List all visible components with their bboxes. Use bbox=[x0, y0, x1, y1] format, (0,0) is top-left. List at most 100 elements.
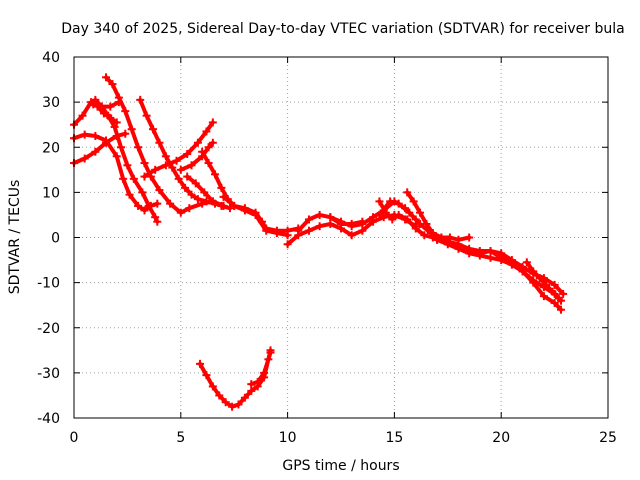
data-point bbox=[539, 292, 548, 301]
data-point bbox=[91, 131, 100, 140]
data-point bbox=[529, 276, 538, 285]
data-point bbox=[228, 402, 237, 411]
data-point bbox=[375, 197, 384, 206]
data-point bbox=[443, 240, 452, 249]
data-point bbox=[155, 138, 164, 147]
data-point bbox=[116, 143, 125, 152]
data-point bbox=[247, 386, 256, 395]
data-point bbox=[535, 274, 544, 283]
series-line bbox=[200, 149, 301, 233]
series-track-12 bbox=[219, 192, 292, 240]
data-point bbox=[240, 206, 249, 215]
series-line bbox=[198, 348, 273, 409]
data-point bbox=[112, 131, 121, 140]
data-point bbox=[358, 226, 367, 235]
data-point bbox=[121, 129, 130, 138]
data-point bbox=[153, 217, 162, 226]
data-point bbox=[161, 152, 170, 161]
data-point bbox=[379, 213, 388, 222]
data-point bbox=[454, 244, 463, 253]
y-axis-label: SDTVAR / TECUs bbox=[7, 180, 23, 295]
data-point bbox=[112, 118, 121, 127]
data-point bbox=[140, 172, 149, 181]
data-point bbox=[266, 348, 275, 357]
data-point bbox=[134, 201, 143, 210]
series-track-4 bbox=[136, 95, 228, 210]
series-track-11 bbox=[198, 147, 303, 235]
data-point bbox=[91, 147, 100, 156]
data-point bbox=[529, 267, 538, 276]
data-point bbox=[149, 125, 158, 134]
data-point bbox=[234, 400, 243, 409]
data-point bbox=[403, 188, 412, 197]
data-point bbox=[174, 174, 183, 183]
data-point bbox=[80, 130, 89, 139]
data-point bbox=[486, 253, 495, 262]
series-track-21 bbox=[196, 346, 275, 411]
y-tick-label: 20 bbox=[42, 140, 60, 156]
series-track-8 bbox=[140, 118, 217, 181]
y-tick-label: 10 bbox=[42, 185, 60, 201]
data-point bbox=[260, 368, 269, 377]
series-track-9 bbox=[176, 138, 217, 174]
data-point bbox=[518, 267, 527, 276]
chart-title: Day 340 of 2025, Sidereal Day-to-day VTE… bbox=[61, 21, 624, 37]
data-point bbox=[106, 113, 115, 122]
data-point bbox=[140, 159, 149, 168]
data-point bbox=[78, 111, 87, 120]
y-tick-label: -10 bbox=[37, 276, 60, 292]
data-point bbox=[465, 249, 474, 258]
data-point bbox=[155, 186, 164, 195]
data-point bbox=[542, 280, 551, 289]
data-point bbox=[217, 183, 226, 192]
data-point bbox=[151, 165, 160, 174]
y-tick-label: -20 bbox=[37, 321, 60, 337]
data-point bbox=[102, 138, 111, 147]
data-point bbox=[161, 161, 170, 170]
y-tick-label: 30 bbox=[42, 95, 60, 111]
series-line bbox=[524, 260, 561, 301]
data-point bbox=[225, 204, 234, 213]
data-point bbox=[294, 226, 303, 235]
data-point bbox=[422, 219, 431, 228]
series-track-7 bbox=[93, 102, 121, 127]
data-point bbox=[202, 127, 211, 136]
y-tick-label: -40 bbox=[37, 411, 60, 427]
grid-lines bbox=[74, 57, 608, 418]
data-point bbox=[140, 206, 149, 215]
data-point bbox=[326, 219, 335, 228]
x-tick-label: 5 bbox=[176, 430, 185, 446]
data-point bbox=[204, 143, 213, 152]
data-point bbox=[144, 201, 153, 210]
y-tick-label: 40 bbox=[42, 50, 60, 66]
data-point bbox=[210, 170, 219, 179]
series-track-22 bbox=[247, 348, 275, 389]
data-point bbox=[394, 210, 403, 219]
axis-ticks: 0 5 10 15 20 25 -40 -30 -20 -10 0 10 20 30 40 bbox=[37, 50, 617, 446]
data-point bbox=[403, 215, 412, 224]
data-point bbox=[405, 208, 414, 217]
data-point bbox=[283, 231, 292, 240]
data-point bbox=[198, 147, 207, 156]
data-point bbox=[185, 204, 194, 213]
data-point bbox=[151, 213, 160, 222]
data-point bbox=[557, 305, 566, 314]
data-point bbox=[550, 280, 559, 289]
data-point bbox=[112, 152, 121, 161]
data-point bbox=[187, 161, 196, 170]
data-point bbox=[202, 371, 211, 380]
data-point bbox=[272, 228, 281, 237]
x-tick-label: 20 bbox=[492, 430, 510, 446]
data-point bbox=[347, 231, 356, 240]
data-point bbox=[183, 172, 192, 181]
data-point bbox=[409, 197, 418, 206]
data-point bbox=[208, 118, 217, 127]
data-point bbox=[204, 159, 213, 168]
data-point bbox=[176, 165, 185, 174]
data-point bbox=[230, 201, 239, 210]
data-point bbox=[247, 380, 256, 389]
data-point bbox=[394, 199, 403, 208]
data-point bbox=[200, 188, 209, 197]
data-point bbox=[129, 174, 138, 183]
data-point bbox=[106, 102, 115, 111]
